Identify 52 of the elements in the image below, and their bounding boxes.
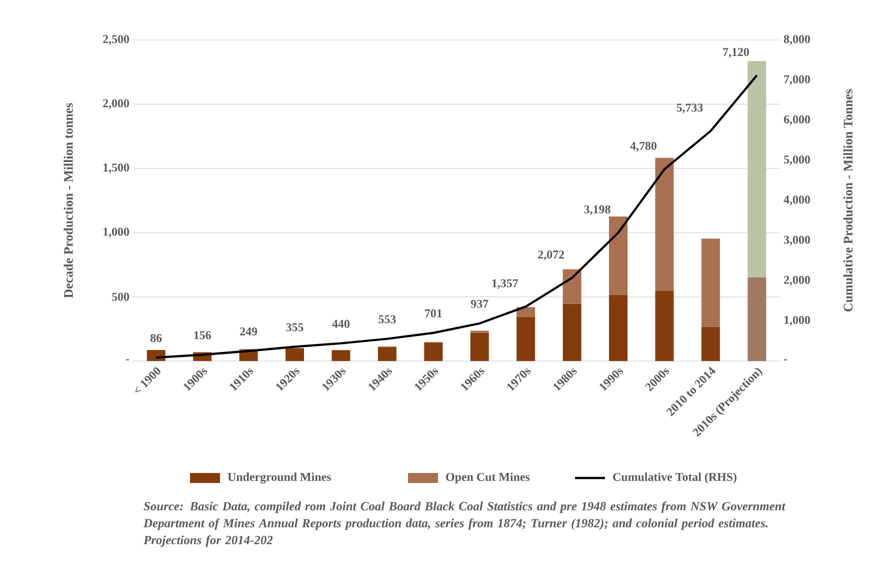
bar: [562, 269, 582, 304]
bar: [655, 291, 674, 361]
bar: [378, 347, 396, 361]
data-label: 5,733: [676, 104, 703, 114]
bar: [609, 216, 628, 295]
data-label: 249: [240, 327, 258, 336]
legend-label: Open Cut Mines: [446, 472, 530, 484]
bar: [701, 326, 720, 361]
bar: [609, 294, 628, 361]
data-label: 7,120: [723, 48, 749, 58]
y2-tick-label: 1,000: [784, 316, 810, 326]
y2-tick-label: 8,000: [784, 35, 810, 45]
data-label: 701: [425, 309, 442, 318]
bar: [146, 350, 166, 361]
y2-tick-label: 6,000: [784, 115, 810, 126]
bar: [655, 158, 674, 292]
y-tick-label: 2,000: [103, 99, 130, 110]
data-label: 553: [378, 315, 396, 324]
data-label: 355: [286, 323, 304, 332]
y2-axis-title: Cumulative Production - Million Tonnes: [843, 89, 853, 312]
legend-label: Cumulative Total (RHS): [613, 472, 736, 484]
bar: [748, 278, 766, 361]
data-label: 440: [332, 320, 350, 328]
y2-tick-label: 4,000: [784, 196, 810, 206]
bar: [332, 350, 350, 361]
bar: [701, 238, 720, 327]
data-label: 2,072: [538, 250, 564, 260]
bar: [562, 304, 582, 361]
legend-label: Underground Mines: [228, 472, 331, 484]
bar: [424, 343, 443, 361]
data-label: 3,198: [584, 205, 610, 216]
y-tick-label: 2,500: [103, 35, 130, 45]
y2-tick-label: -: [784, 359, 788, 360]
bar: [748, 61, 766, 278]
data-label: 937: [470, 300, 488, 308]
source-note: Source: Basic Data, compiled rom Joint Coal Board Black Coal Statistics and pre 1948 estimates from NSW Government Department of Mines Annual Reports production data, series from 1874; Turner (1982); and colonial period estimates. Projections for 2014-202: [143, 502, 786, 547]
bar: [286, 348, 304, 361]
data-label: 86: [150, 334, 162, 342]
y2-tick-label: 2,000: [784, 276, 810, 286]
y2-tick-label: 3,000: [784, 236, 810, 246]
y2-tick-label: 5,000: [784, 155, 810, 166]
y-tick-label: 500: [112, 292, 130, 301]
data-label: 156: [194, 331, 211, 340]
y-axis-title: Decade Production - Million tonnes: [64, 103, 73, 298]
y-tick-label: 1,500: [104, 163, 130, 174]
y-tick-label: -: [126, 359, 130, 360]
bar: [516, 316, 536, 361]
y2-tick-label: 7,000: [784, 75, 810, 86]
bar: [470, 332, 489, 361]
data-label: 4,780: [630, 142, 656, 152]
y-tick-label: 1,000: [104, 228, 130, 238]
data-label: 1,357: [492, 279, 518, 290]
